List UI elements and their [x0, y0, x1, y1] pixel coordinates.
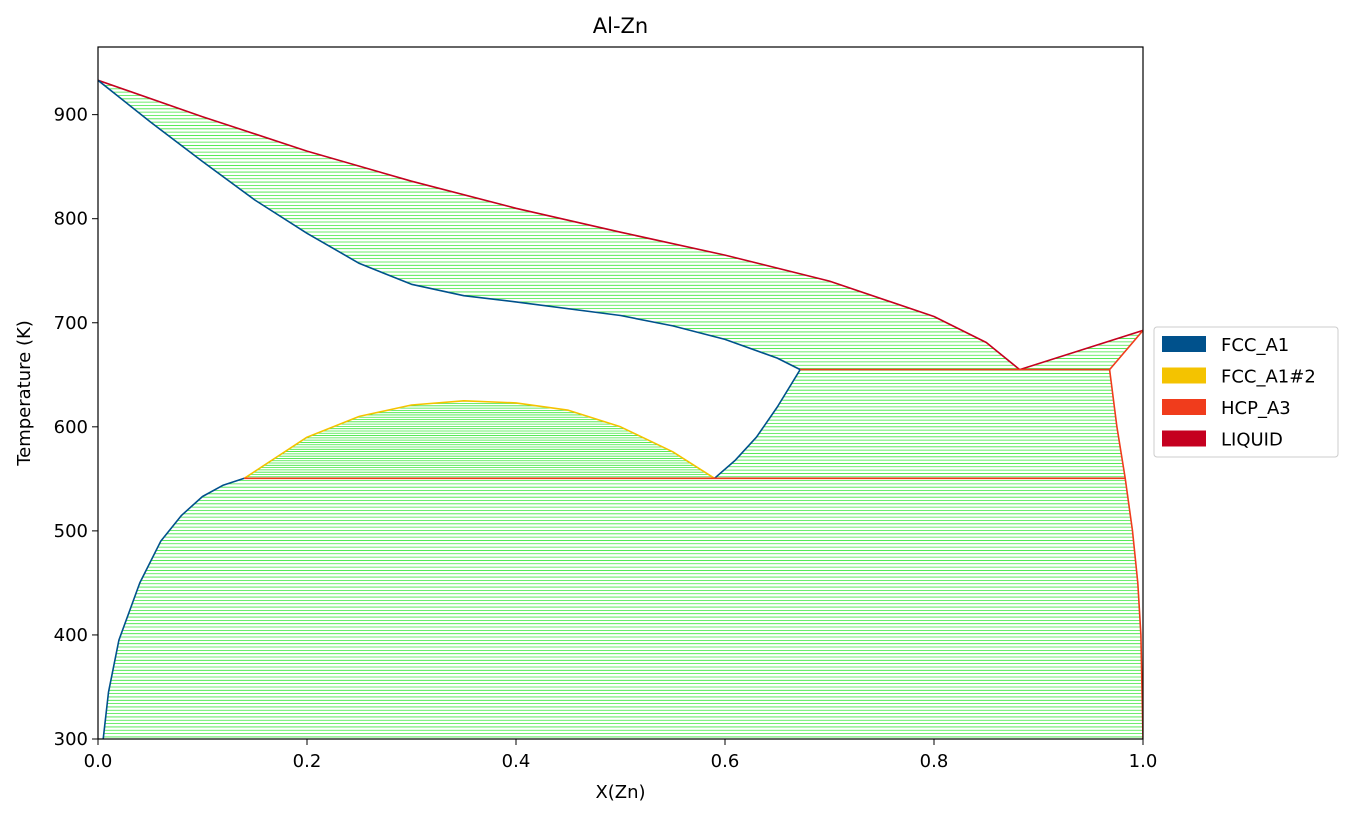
y-tick-label: 700 [54, 313, 88, 334]
y-tick-label: 900 [54, 105, 88, 126]
legend-label: FCC_A1 [1221, 335, 1289, 356]
y-tick-label: 500 [54, 521, 88, 542]
chart-title: Al-Zn [593, 14, 648, 38]
y-tick-label: 400 [54, 625, 88, 646]
legend-label: HCP_A3 [1221, 398, 1291, 419]
x-tick-label: 0.2 [293, 751, 322, 772]
legend-swatch [1162, 430, 1206, 447]
plot-frame [97, 46, 1144, 740]
y-tick-label: 800 [54, 209, 88, 230]
phase-boundary-fcc-solvus-right [713, 369, 801, 479]
x-axis: 0.0 0.2 0.4 0.6 0.8 1.0 [84, 739, 1158, 772]
tie-lines [100, 81, 1143, 738]
y-axis-label: Temperature (K) [14, 320, 35, 467]
x-tick-label: 1.0 [1129, 751, 1158, 772]
y-axis: 300 400 500 600 700 800 900 [54, 105, 98, 750]
phase-boundary-liquidus [98, 79, 1021, 371]
x-tick-label: 0.8 [920, 751, 949, 772]
phase-boundary-liquidus-Zn-side [1019, 329, 1143, 371]
legend: FCC_A1 FCC_A1#2 HCP_A3 LIQUID [1153, 326, 1339, 458]
y-tick-label: 300 [54, 729, 88, 750]
x-tick-label: 0.0 [84, 751, 113, 772]
legend-swatch [1162, 399, 1206, 415]
legend-swatch [1162, 367, 1206, 384]
legend-label: FCC_A1#2 [1221, 367, 1316, 388]
phase-boundary-solidus [98, 79, 801, 371]
phase-boundaries [98, 79, 1143, 739]
phase-boundary-miscibility-gap [243, 399, 715, 479]
y-tick-label: 600 [54, 417, 88, 438]
phase-boundary-hcp-solvus [1108, 369, 1143, 739]
x-axis-label: X(Zn) [595, 782, 645, 803]
legend-label: LIQUID [1221, 430, 1283, 451]
x-tick-label: 0.6 [711, 751, 740, 772]
phase-boundary-fcc-solvus-left [102, 477, 245, 739]
x-tick-label: 0.4 [502, 751, 531, 772]
legend-swatch [1162, 336, 1206, 352]
legend-box [1153, 326, 1339, 458]
phase-boundary-hcp-solidus [1108, 329, 1143, 371]
